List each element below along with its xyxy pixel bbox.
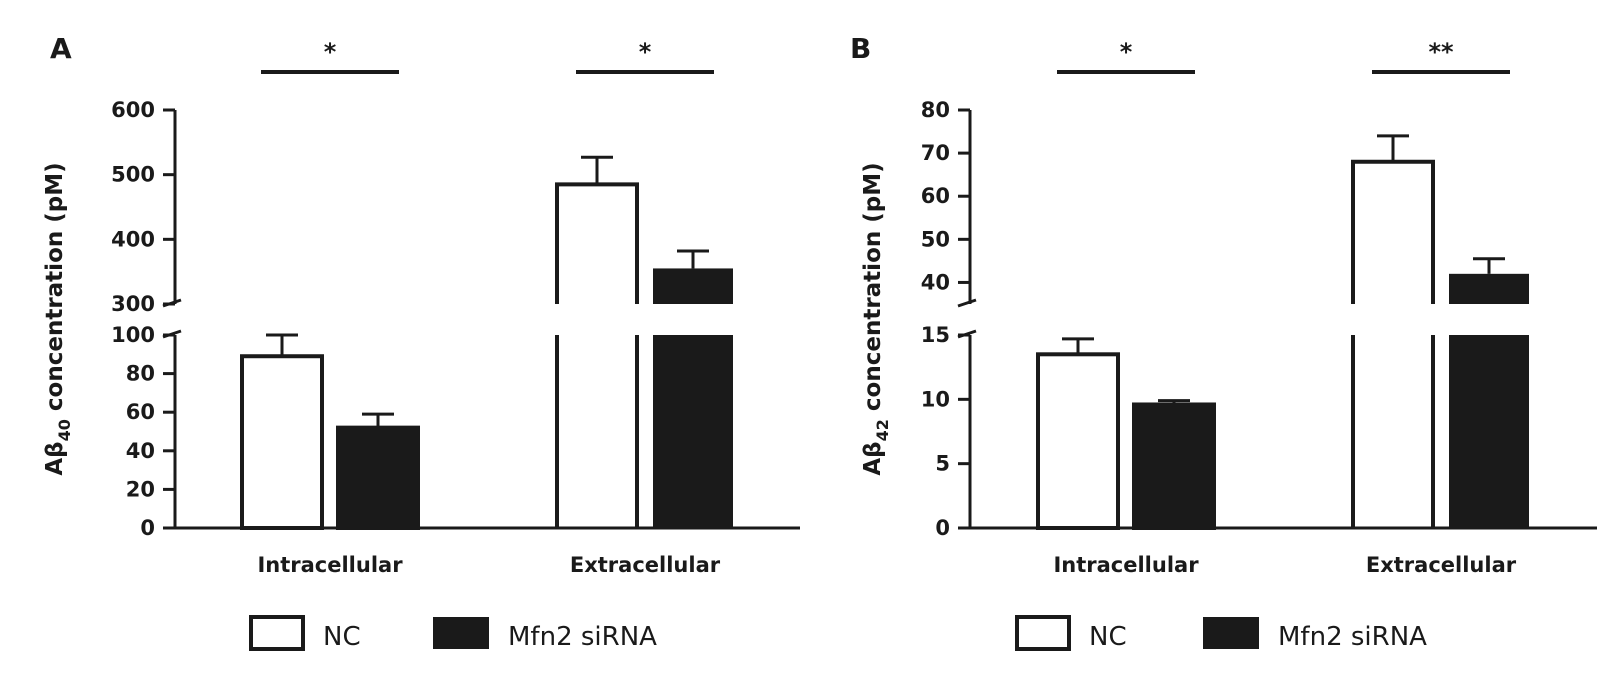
bar bbox=[336, 425, 420, 531]
legend-nc-label: NC bbox=[323, 622, 361, 652]
y-tick-label: 80 bbox=[921, 98, 950, 122]
significance-label: ** bbox=[1428, 38, 1454, 66]
y-tick-label: 60 bbox=[126, 400, 155, 424]
y-tick-label: 0 bbox=[140, 516, 155, 540]
y-tick-label: 600 bbox=[111, 98, 155, 122]
legend-a: NC Mfn2 siRNA bbox=[249, 615, 657, 652]
legend-sirna-label: Mfn2 siRNA bbox=[1278, 622, 1427, 652]
legend-sirna-swatch bbox=[1203, 617, 1259, 649]
y-axis-title: Aβ40 concentration (pM) bbox=[42, 162, 74, 475]
bar bbox=[1036, 352, 1120, 530]
panel-a-chart: A 0 20 40 60 80 100 300 400 500 600 Aβ40 concentrat… bbox=[42, 32, 800, 577]
bar bbox=[1351, 159, 1435, 304]
axis-break-mark bbox=[957, 298, 977, 308]
significance-label: * bbox=[639, 38, 652, 66]
y-tick-label: 10 bbox=[921, 387, 950, 411]
legend-sirna-swatch bbox=[433, 617, 489, 649]
bar bbox=[1132, 402, 1216, 531]
bar bbox=[555, 182, 639, 304]
y-tick-label: 5 bbox=[935, 452, 950, 476]
panel-label: A bbox=[50, 32, 72, 65]
bar bbox=[653, 335, 733, 528]
y-tick-label: 80 bbox=[126, 362, 155, 386]
x-tick-label: Extracellular bbox=[570, 553, 721, 577]
legend-nc-label: NC bbox=[1089, 622, 1127, 652]
x-tick-label: Extracellular bbox=[1366, 553, 1517, 577]
legend-sirna-label: Mfn2 siRNA bbox=[508, 622, 657, 652]
y-tick-label: 70 bbox=[921, 141, 950, 165]
y-tick-label: 0 bbox=[935, 516, 950, 540]
y-tick-label: 100 bbox=[111, 323, 155, 347]
y-tick-label: 300 bbox=[111, 292, 155, 316]
panel-b-chart: B 0 5 10 15 40 50 60 70 80 Aβ42 concentration (pM)… bbox=[850, 32, 1597, 577]
y-axis-title: Aβ42 concentration (pM) bbox=[860, 162, 892, 475]
legend-nc-swatch bbox=[249, 615, 305, 651]
bar bbox=[1449, 335, 1529, 528]
significance-label: * bbox=[1120, 38, 1133, 66]
x-tick-label: Intracellular bbox=[1053, 553, 1199, 577]
significance-label: * bbox=[324, 38, 337, 66]
x-tick-label: Intracellular bbox=[257, 553, 403, 577]
y-tick-label: 400 bbox=[111, 227, 155, 251]
bar bbox=[240, 354, 324, 531]
y-tick-label: 20 bbox=[126, 477, 155, 501]
bar bbox=[1449, 273, 1529, 304]
y-tick-label: 40 bbox=[921, 270, 950, 294]
panel-label: B bbox=[850, 32, 871, 65]
legend-b: NC Mfn2 siRNA bbox=[1015, 615, 1427, 652]
legend-nc-swatch bbox=[1015, 615, 1071, 651]
y-tick-label: 500 bbox=[111, 163, 155, 187]
bar bbox=[653, 268, 733, 304]
y-tick-label: 60 bbox=[921, 184, 950, 208]
y-tick-label: 50 bbox=[921, 227, 950, 251]
y-tick-label: 40 bbox=[126, 439, 155, 463]
y-tick-label: 15 bbox=[921, 323, 950, 347]
